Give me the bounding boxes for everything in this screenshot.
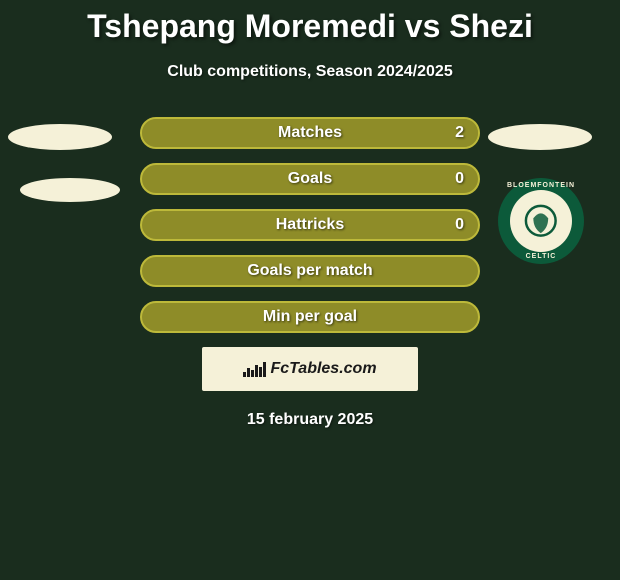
stat-row: Hattricks 0 [140,209,480,241]
crest-icon [516,196,566,246]
brand-box[interactable]: FcTables.com [202,347,418,391]
stat-label: Matches [278,124,342,142]
badge-crest [510,190,572,252]
stat-value: 0 [455,170,464,188]
stat-row: Min per goal [140,301,480,333]
badge-top-text: BLOEMFONTEIN [498,182,584,189]
player-pill-left [8,124,112,150]
stat-label: Goals [288,170,332,188]
club-badge: BLOEMFONTEIN CELTIC [498,178,584,264]
stat-row: Goals 0 [140,163,480,195]
player-pill-left [20,178,120,202]
stat-row: Matches 2 [140,117,480,149]
page-title: Tshepang Moremedi vs Shezi [0,8,620,45]
badge-bottom-text: CELTIC [498,253,584,260]
player-pill-right [488,124,592,150]
subtitle: Club competitions, Season 2024/2025 [0,63,620,81]
stat-value: 2 [455,124,464,142]
stat-label: Hattricks [276,216,344,234]
stat-row: Goals per match [140,255,480,287]
stat-value: 0 [455,216,464,234]
bar-chart-icon [243,361,266,377]
stat-label: Min per goal [263,308,357,326]
brand-text: FcTables.com [270,360,376,378]
date-label: 15 february 2025 [0,411,620,429]
stat-label: Goals per match [247,262,372,280]
